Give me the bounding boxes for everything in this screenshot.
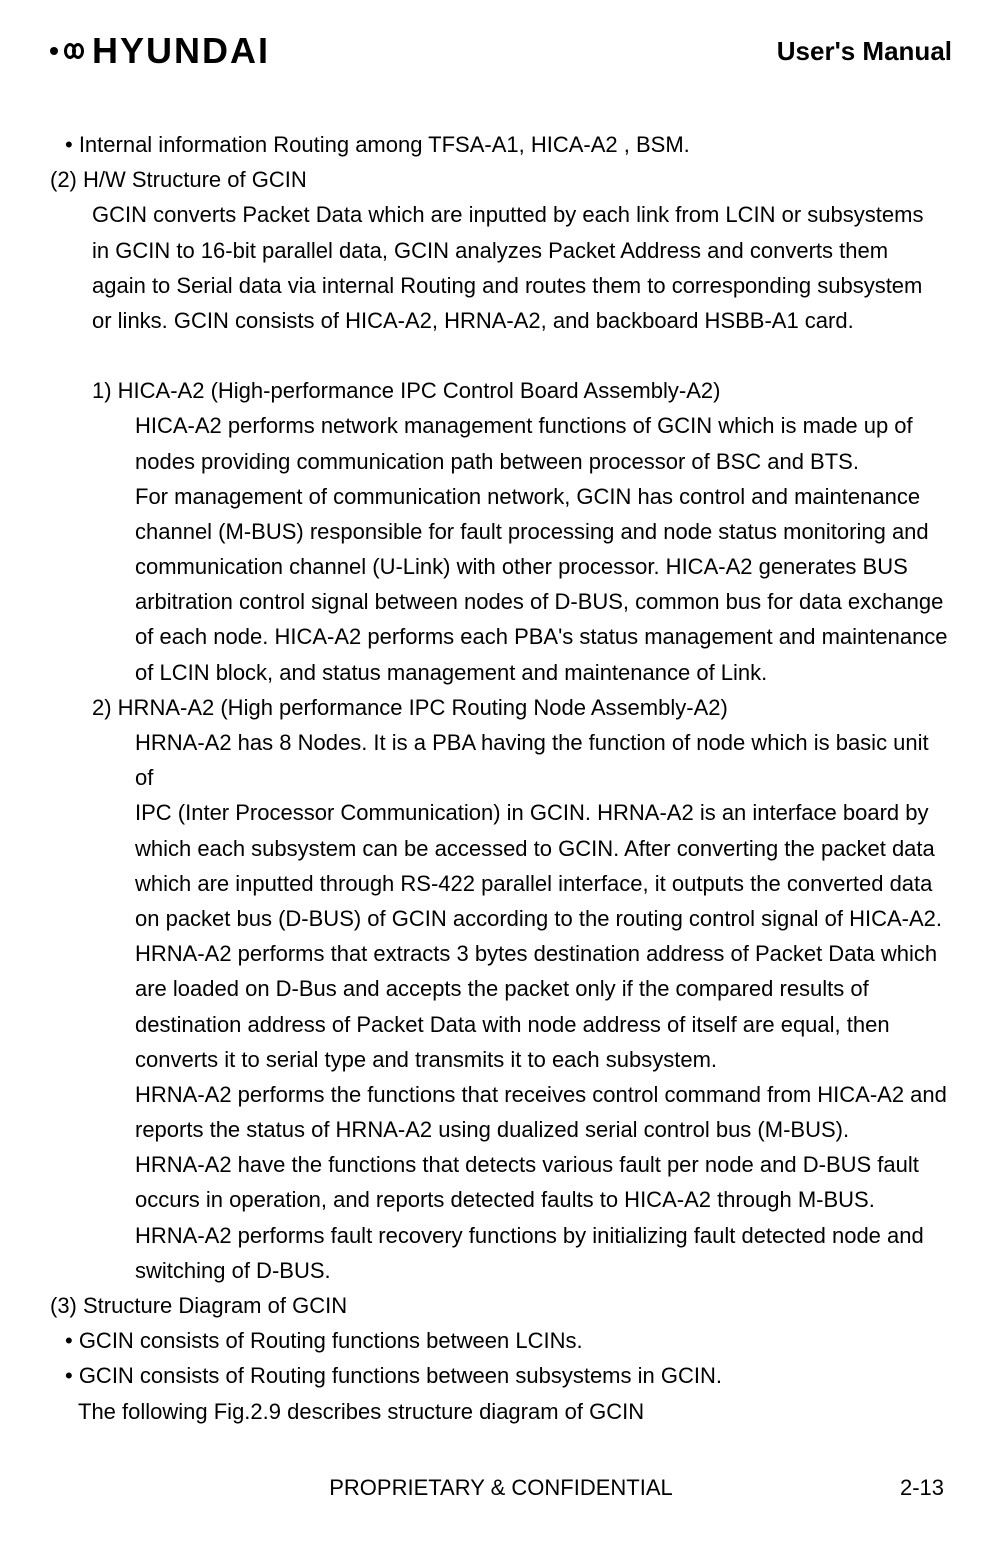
document-body: • Internal information Routing among TFS… [50, 127, 952, 1429]
footer-text: PROPRIETARY & CONFIDENTIAL [0, 1475, 1002, 1501]
body-text: of each node. HICA-A2 performs each PBA'… [50, 619, 952, 654]
section-heading: (2) H/W Structure of GCIN [50, 162, 952, 197]
body-text: nodes providing communication path betwe… [50, 444, 952, 479]
body-text: converts it to serial type and transmits… [50, 1042, 952, 1077]
body-text: communication channel (U-Link) with othe… [50, 549, 952, 584]
body-text: destination address of Packet Data with … [50, 1007, 952, 1042]
body-text: switching of D-BUS. [50, 1253, 952, 1288]
page-title: User's Manual [777, 36, 952, 67]
bullet-item: • GCIN consists of Routing functions bet… [50, 1358, 952, 1393]
body-text: or links. GCIN consists of HICA-A2, HRNA… [50, 303, 952, 338]
body-text: again to Serial data via internal Routin… [50, 268, 952, 303]
body-text: GCIN converts Packet Data which are inpu… [50, 197, 952, 232]
spacer [50, 338, 952, 373]
bullet-item: • Internal information Routing among TFS… [50, 127, 952, 162]
body-text: which are inputted through RS-422 parall… [50, 866, 952, 901]
logo-circles-icon [64, 43, 84, 59]
body-text: For management of communication network,… [50, 479, 952, 514]
body-text: The following Fig.2.9 describes structur… [50, 1394, 952, 1429]
body-text: HRNA-A2 performs the functions that rece… [50, 1077, 952, 1112]
logo-dots-icon [50, 47, 58, 55]
body-text: arbitration control signal between nodes… [50, 584, 952, 619]
body-text: occurs in operation, and reports detecte… [50, 1182, 952, 1217]
hyundai-logo: HYUNDAI [50, 30, 270, 72]
page-number: 2-13 [900, 1475, 944, 1501]
body-text: HRNA-A2 have the functions that detects … [50, 1147, 952, 1182]
bullet-item: • GCIN consists of Routing functions bet… [50, 1323, 952, 1358]
body-text: which each subsystem can be accessed to … [50, 831, 952, 866]
body-text: IPC (Inter Processor Communication) in G… [50, 795, 952, 830]
body-text: are loaded on D-Bus and accepts the pack… [50, 971, 952, 1006]
body-text: of LCIN block, and status management and… [50, 655, 952, 690]
subsection-heading: 2) HRNA-A2 (High performance IPC Routing… [50, 690, 952, 725]
body-text: HRNA-A2 has 8 Nodes. It is a PBA having … [50, 725, 952, 795]
subsection-heading: 1) HICA-A2 (High-performance IPC Control… [50, 373, 952, 408]
section-heading: (3) Structure Diagram of GCIN [50, 1288, 952, 1323]
body-text: in GCIN to 16-bit parallel data, GCIN an… [50, 233, 952, 268]
body-text: reports the status of HRNA-A2 using dual… [50, 1112, 952, 1147]
body-text: HRNA-A2 performs that extracts 3 bytes d… [50, 936, 952, 971]
body-text: HICA-A2 performs network management func… [50, 408, 952, 443]
logo-text: HYUNDAI [92, 30, 270, 72]
body-text: on packet bus (D-BUS) of GCIN according … [50, 901, 952, 936]
page-header: HYUNDAI User's Manual [50, 30, 952, 72]
body-text: HRNA-A2 performs fault recovery function… [50, 1218, 952, 1253]
body-text: channel (M-BUS) responsible for fault pr… [50, 514, 952, 549]
